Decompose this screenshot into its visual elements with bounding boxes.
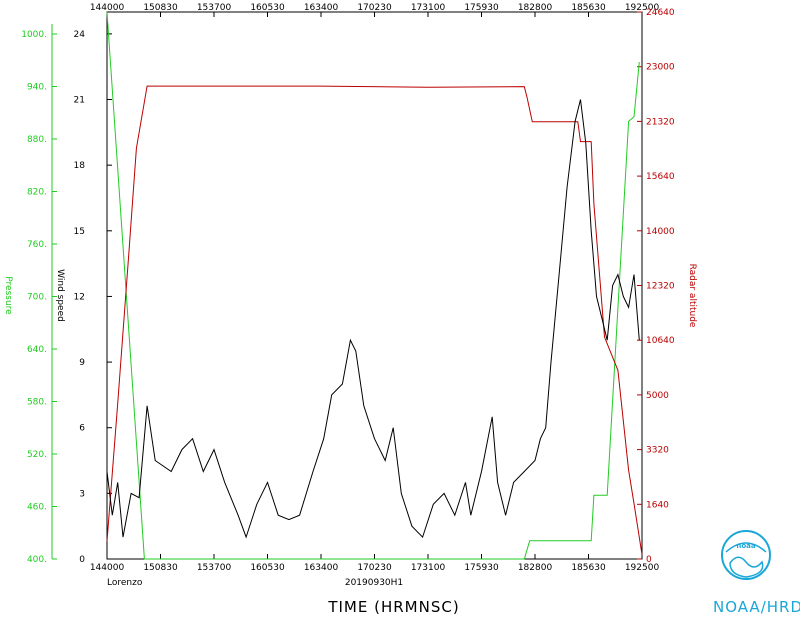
- altitude-tick-label: 3320: [646, 446, 669, 456]
- pressure-tick-label: 940.: [27, 83, 47, 93]
- x-tick-label-bottom: 153700: [197, 563, 232, 573]
- wind-tick-label: 15: [74, 227, 85, 237]
- x-tick-label-top: 160530: [250, 3, 285, 13]
- wind-tick-label: 3: [79, 489, 85, 499]
- pressure-tick-label: 580.: [27, 398, 47, 408]
- pressure-tick-label: 880.: [27, 135, 47, 145]
- x-axis-title: TIME (HRMNSC): [327, 598, 459, 616]
- wind-tick-label: 21: [74, 96, 85, 106]
- pressure-tick-label: 460.: [27, 503, 47, 513]
- x-tick-label-bottom: 163400: [304, 563, 339, 573]
- wind-tick-label: 24: [74, 30, 86, 40]
- x-tick-label-top: 163400: [304, 3, 339, 13]
- x-tick-label-top: 175930: [464, 3, 499, 13]
- x-tick-label-bottom: 170230: [357, 563, 392, 573]
- x-tick-label-bottom: 160530: [250, 563, 285, 573]
- noaa-logo-text: noaa: [736, 542, 756, 550]
- altitude-tick-label: 5000: [646, 391, 669, 401]
- altitude-tick-label: 21320: [646, 117, 675, 127]
- wind-tick-label: 18: [74, 161, 86, 171]
- altitude-axis-label: Radar altitude: [687, 264, 697, 328]
- altitude-tick-label: 1640: [646, 500, 669, 510]
- pressure-tick-label: 400.: [27, 555, 47, 565]
- plot-frame: [106, 11, 643, 560]
- pressure-tick-label: 760.: [27, 240, 47, 250]
- flight-id: 20190930H1: [345, 578, 403, 588]
- pressure-tick-label: 1000.: [21, 30, 47, 40]
- x-tick-label-bottom: 150830: [143, 563, 178, 573]
- altitude-tick-label: 0: [646, 555, 652, 565]
- x-tick-label-bottom: 192500: [625, 563, 660, 573]
- storm-name: Lorenzo: [107, 578, 143, 588]
- wind-tick-label: 9: [79, 358, 85, 368]
- altitude-tick-label: 24640: [646, 8, 675, 18]
- altitude-tick-label: 12320: [646, 282, 675, 292]
- x-tick-label-bottom: 175930: [464, 563, 499, 573]
- pressure-tick-label: 700.: [27, 293, 47, 303]
- series-line-pressure: [106, 11, 640, 560]
- altitude-tick-label: 23000: [646, 63, 675, 73]
- wind-tick-label: 6: [79, 424, 85, 434]
- series-line-altitude: [106, 85, 643, 555]
- wind-axis-label: Wind speed: [55, 269, 65, 322]
- noaa-logo: noaa: [721, 530, 771, 580]
- x-tick-label-top: 150830: [143, 3, 178, 13]
- wind-tick-label: 0: [79, 555, 85, 565]
- x-tick-label-bottom: 144000: [90, 563, 125, 573]
- pressure-axis-label: Pressure: [3, 276, 13, 315]
- altitude-tick-label: 15640: [646, 172, 675, 182]
- x-tick-label-top: 185630: [571, 3, 606, 13]
- x-tick-label-top: 173100: [411, 3, 446, 13]
- x-tick-label-bottom: 173100: [411, 563, 446, 573]
- x-tick-label-top: 144000: [90, 3, 125, 13]
- x-tick-label-top: 182800: [518, 3, 553, 13]
- agency-label: NOAA/HRD: [713, 598, 800, 616]
- altitude-tick-label: 10640: [646, 336, 675, 346]
- x-tick-label-bottom: 182800: [518, 563, 553, 573]
- x-tick-label-top: 192500: [625, 3, 660, 13]
- altitude-tick-label: 14000: [646, 227, 675, 237]
- pressure-tick-label: 820.: [27, 188, 47, 198]
- x-tick-label-bottom: 185630: [571, 563, 606, 573]
- pressure-tick-label: 520.: [27, 450, 47, 460]
- series-line-wind: [106, 99, 640, 539]
- x-tick-label-top: 153700: [197, 3, 232, 13]
- pressure-tick-label: 640.: [27, 345, 47, 355]
- wind-tick-label: 12: [74, 292, 85, 302]
- x-tick-label-top: 170230: [357, 3, 392, 13]
